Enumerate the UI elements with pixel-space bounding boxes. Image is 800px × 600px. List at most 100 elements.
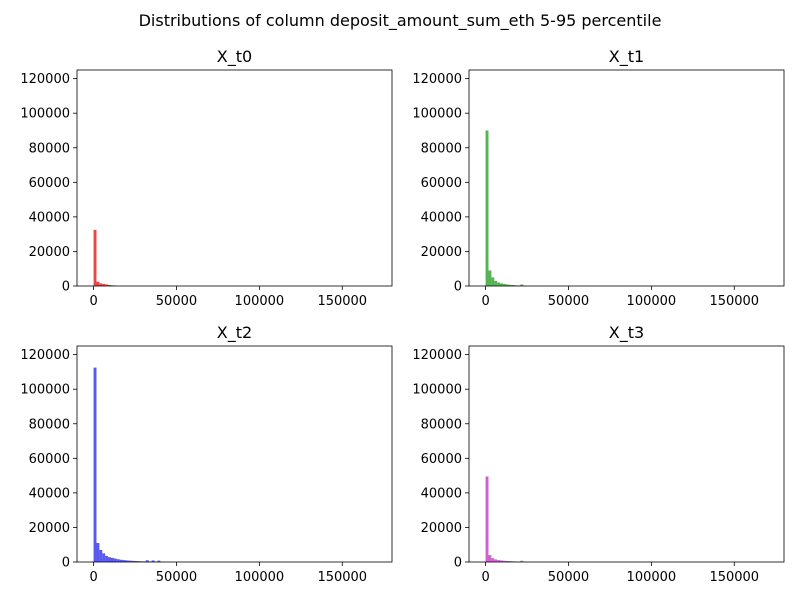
y-tick-label: 40000 bbox=[421, 486, 462, 501]
x-tick-label: 50000 bbox=[156, 294, 197, 309]
y-tick-label: 20000 bbox=[29, 521, 70, 536]
histogram-bar bbox=[131, 560, 135, 562]
x-tick-label: 150000 bbox=[709, 570, 759, 585]
subplot-1: X_t1 0 50000 100000 150000 0 20000 40000 60000 80… bbox=[412, 47, 785, 309]
histogram-bar bbox=[494, 559, 498, 562]
histogram-bar bbox=[113, 558, 117, 562]
y-tick-label: 80000 bbox=[421, 141, 462, 156]
y-tick-label: 40000 bbox=[421, 210, 462, 225]
y-tick-label: 120000 bbox=[412, 348, 462, 363]
x-tick-label: 50000 bbox=[548, 294, 589, 309]
histogram-bar bbox=[99, 283, 103, 286]
histogram-bar bbox=[497, 560, 501, 562]
x-tick-label: 100000 bbox=[235, 294, 285, 309]
histogram-bar bbox=[508, 561, 512, 562]
axes-title: X_t2 bbox=[217, 323, 252, 343]
axes-title: X_t0 bbox=[217, 47, 252, 67]
y-tick-label: 100000 bbox=[20, 383, 70, 398]
histogram-bar bbox=[122, 560, 126, 562]
subplot-0: X_t0 0 50000 100000 150000 0 20000 40000 60000 80… bbox=[20, 47, 393, 309]
histogram-bar bbox=[511, 284, 515, 286]
histogram-bar bbox=[488, 270, 492, 286]
x-tick-label: 150000 bbox=[709, 294, 759, 309]
histogram-bar bbox=[488, 555, 492, 562]
figure-title: Distributions of column deposit_amount_s… bbox=[139, 11, 662, 31]
histogram-bar bbox=[508, 284, 512, 286]
histogram-bar bbox=[494, 280, 498, 286]
histogram-bar bbox=[491, 277, 495, 286]
y-tick-label: 100000 bbox=[412, 107, 462, 122]
y-tick-label: 80000 bbox=[29, 417, 70, 432]
histogram-bar bbox=[520, 560, 524, 562]
histogram-bar bbox=[520, 284, 524, 286]
y-tick-label: 100000 bbox=[412, 383, 462, 398]
histogram-bar bbox=[151, 560, 155, 562]
x-tick-label: 150000 bbox=[317, 294, 367, 309]
y-tick-label: 60000 bbox=[29, 176, 70, 191]
y-tick-label: 120000 bbox=[20, 348, 70, 363]
histogram-bar bbox=[500, 283, 503, 286]
axes-frame bbox=[76, 69, 393, 287]
histogram-bar bbox=[491, 558, 495, 562]
x-tick-label: 0 bbox=[481, 570, 489, 585]
histogram-bar bbox=[137, 561, 140, 562]
x-tick-label: 50000 bbox=[548, 570, 589, 585]
x-tick-label: 100000 bbox=[627, 570, 677, 585]
histogram-bar bbox=[105, 284, 109, 286]
subplot-2: X_t2 0 50000 100000 150000 0 20000 40000 60000 80… bbox=[20, 323, 393, 585]
y-tick-label: 60000 bbox=[421, 452, 462, 467]
histogram-bar bbox=[485, 130, 489, 286]
y-tick-label: 0 bbox=[62, 280, 70, 295]
subplots: X_t0 0 50000 100000 150000 0 20000 40000 60000 80… bbox=[20, 47, 785, 585]
y-tick-label: 0 bbox=[62, 556, 70, 571]
histogram-bar bbox=[119, 559, 123, 562]
x-tick-label: 0 bbox=[89, 294, 97, 309]
axes-title: X_t1 bbox=[609, 47, 644, 67]
axes-title: X_t3 bbox=[609, 323, 644, 343]
y-tick-label: 80000 bbox=[29, 141, 70, 156]
y-tick-label: 120000 bbox=[412, 72, 462, 87]
y-tick-label: 0 bbox=[454, 556, 462, 571]
axes-frame bbox=[468, 69, 785, 287]
histogram-bar bbox=[157, 560, 161, 562]
histogram-bar bbox=[505, 284, 509, 286]
y-tick-label: 20000 bbox=[421, 245, 462, 260]
histogram-bar bbox=[102, 283, 106, 286]
axes-frame bbox=[76, 345, 393, 563]
y-tick-label: 40000 bbox=[29, 210, 70, 225]
y-tick-label: 60000 bbox=[29, 452, 70, 467]
x-tick-label: 100000 bbox=[235, 570, 285, 585]
x-tick-label: 0 bbox=[89, 570, 97, 585]
histogram-bar bbox=[502, 560, 506, 562]
histogram-bar bbox=[128, 560, 132, 562]
histogram-bar bbox=[500, 560, 503, 562]
histogram-bar bbox=[145, 560, 149, 562]
histogram-bar bbox=[108, 557, 111, 562]
y-tick-label: 40000 bbox=[29, 486, 70, 501]
y-tick-label: 80000 bbox=[421, 417, 462, 432]
axes-frame bbox=[468, 345, 785, 563]
y-tick-label: 20000 bbox=[29, 245, 70, 260]
histogram-bar bbox=[102, 553, 106, 562]
histogram-bar bbox=[99, 549, 103, 562]
histogram-bar bbox=[105, 555, 109, 562]
histogram-bar bbox=[96, 281, 100, 286]
histogram-bar bbox=[134, 560, 138, 562]
subplot-3: X_t3 0 50000 100000 150000 0 20000 40000 60000 80… bbox=[412, 323, 785, 585]
histogram-bar bbox=[108, 284, 111, 286]
histogram-bar bbox=[125, 560, 129, 562]
histogram-bar bbox=[497, 282, 501, 286]
x-tick-label: 100000 bbox=[627, 294, 677, 309]
x-tick-label: 0 bbox=[481, 294, 489, 309]
histogram-bar bbox=[485, 476, 489, 562]
histogram-bar bbox=[116, 559, 120, 562]
y-tick-label: 20000 bbox=[421, 521, 462, 536]
histogram-bar bbox=[93, 367, 97, 562]
y-tick-label: 120000 bbox=[20, 72, 70, 87]
y-tick-label: 100000 bbox=[20, 107, 70, 122]
histogram-bar bbox=[502, 283, 506, 286]
histogram-bar bbox=[110, 557, 114, 562]
histogram-bar bbox=[96, 542, 100, 562]
